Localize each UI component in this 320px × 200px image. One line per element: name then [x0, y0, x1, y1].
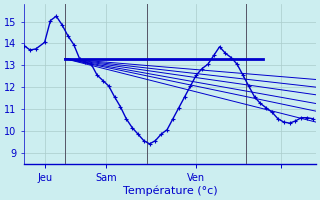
- X-axis label: Température (°c): Température (°c): [123, 185, 217, 196]
